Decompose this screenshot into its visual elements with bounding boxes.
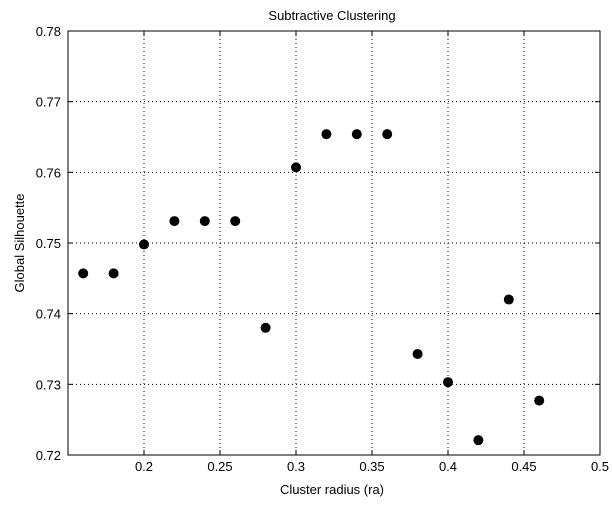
x-tick-label: 0.45 (511, 459, 536, 474)
y-tick-label: 0.76 (36, 165, 61, 180)
y-tick-label: 0.74 (36, 307, 61, 322)
data-points (78, 129, 545, 446)
chart-title: Subtractive Clustering (268, 8, 395, 23)
data-point (230, 216, 241, 227)
x-tick-label: 0.3 (287, 459, 305, 474)
data-point (382, 129, 393, 140)
y-tick-label: 0.72 (36, 448, 61, 463)
y-tick-label: 0.73 (36, 377, 61, 392)
x-tick-label: 0.5 (591, 459, 609, 474)
x-axis-label: Cluster radius (ra) (280, 482, 384, 497)
data-point (169, 216, 180, 227)
y-tick-label: 0.77 (36, 95, 61, 110)
y-axis-label: Global Silhouette (12, 193, 27, 292)
data-point (412, 348, 423, 359)
data-point (260, 322, 271, 333)
axis-ticks: 0.2 0.25 0.3 0.35 0.4 0.45 0.5 0.72 0.73 0.74 0.75… (36, 24, 609, 474)
data-point (139, 239, 149, 250)
data-point (108, 268, 119, 279)
data-point (443, 377, 453, 388)
x-tick-label: 0.35 (359, 459, 384, 474)
data-point (78, 268, 89, 279)
data-point (534, 395, 545, 406)
data-point (321, 129, 332, 140)
y-tick-label: 0.78 (36, 24, 61, 39)
x-tick-label: 0.25 (207, 459, 232, 474)
y-tick-label: 0.75 (36, 236, 61, 251)
data-point (291, 162, 301, 173)
x-tick-label: 0.4 (439, 459, 457, 474)
data-point (199, 216, 210, 227)
x-tick-label: 0.2 (135, 459, 153, 474)
data-point (473, 435, 484, 446)
data-point (351, 129, 362, 140)
data-point (503, 294, 514, 305)
